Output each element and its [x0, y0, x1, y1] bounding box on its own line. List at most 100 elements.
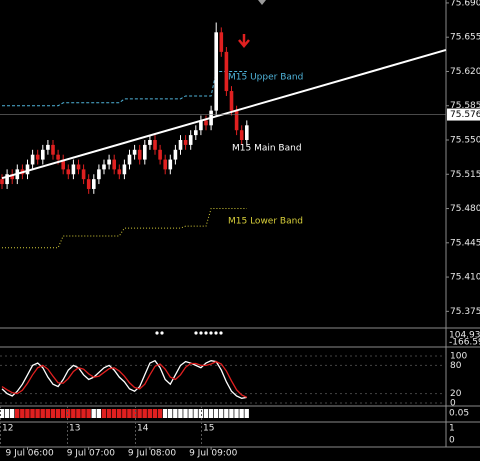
- stoch-line: [1, 359, 247, 399]
- candle-body: [81, 169, 86, 180]
- y-tick-label: 75.515: [450, 170, 480, 180]
- strip-block: [244, 409, 249, 418]
- down-arrow: [238, 34, 250, 48]
- current-price-label: 75.576: [450, 110, 480, 120]
- strip-block: [178, 409, 183, 418]
- trend-line: [1, 48, 447, 180]
- strip-block: [15, 409, 20, 418]
- y-tick-label: 75.620: [450, 67, 480, 77]
- strip-block: [76, 409, 81, 418]
- strip-block: [168, 409, 173, 418]
- strip-block: [173, 409, 178, 418]
- cci-dots: [155, 331, 223, 335]
- strip-block: [60, 409, 66, 418]
- x-tick-label: 9 Jul 07:00: [67, 449, 116, 459]
- candle-body: [219, 32, 224, 52]
- candle-body: [132, 149, 137, 155]
- band-label: M15 Lower Band: [228, 217, 303, 227]
- strip-block: [219, 409, 224, 418]
- candle-body: [229, 91, 234, 111]
- strip-block: [86, 409, 91, 418]
- stoch-line: [1, 360, 248, 398]
- current-price-box: [447, 108, 480, 121]
- candle-body: [112, 159, 116, 170]
- y-tick-label: 75.690: [450, 0, 480, 8]
- strip-block: [132, 409, 137, 418]
- candle-body: [148, 140, 152, 145]
- strip-block: [239, 409, 244, 418]
- candle-body: [97, 169, 101, 180]
- strip-block: [234, 409, 239, 418]
- strip-block: [96, 409, 101, 418]
- candle-body: [76, 164, 81, 170]
- y-tick-label: 75.655: [450, 33, 480, 43]
- strip-block: [193, 409, 198, 418]
- stoch-tick-label: 80: [450, 361, 462, 371]
- strip-block: [208, 409, 214, 418]
- strip-block: [142, 409, 147, 418]
- shift-marker: [258, 0, 266, 5]
- band-line: [2, 70, 247, 107]
- strip-block: [55, 409, 61, 418]
- strip-block: [30, 409, 35, 418]
- candle-body: [163, 159, 167, 170]
- candle-body: [224, 51, 229, 92]
- strip-block: [45, 409, 50, 418]
- day-label: 13: [69, 424, 80, 434]
- stoch-tick-label: 100: [450, 352, 467, 362]
- x-tick-label: 9 Jul 09:00: [189, 449, 238, 459]
- strip-block: [137, 409, 142, 418]
- strip-block: [127, 409, 132, 418]
- candle-body: [173, 149, 178, 160]
- strip-block: [203, 409, 209, 418]
- candle-body: [117, 169, 122, 175]
- candle-body: [71, 164, 76, 175]
- day-label: 15: [203, 424, 214, 434]
- candle-body: [56, 154, 60, 160]
- strip-block: [162, 409, 168, 418]
- strip-block: [81, 409, 86, 418]
- bottom-label: 1: [449, 424, 455, 434]
- candle-body: [122, 164, 127, 175]
- day-label: 12: [2, 424, 13, 434]
- strip-block: [91, 409, 96, 418]
- day-label: 14: [137, 424, 149, 434]
- strip-label: 0.05: [449, 409, 469, 419]
- candle-body: [107, 159, 111, 165]
- candle-body: [92, 179, 96, 189]
- strip-block: [147, 409, 152, 418]
- bottom-label: 0: [449, 436, 455, 446]
- strip-block: [20, 409, 25, 418]
- candle-body: [41, 149, 45, 160]
- strip-block: [50, 409, 56, 418]
- candle-body: [137, 149, 142, 160]
- candle-body: [158, 149, 162, 160]
- candle-body: [51, 144, 55, 155]
- strip-block: [71, 409, 76, 418]
- strip-block: [229, 409, 234, 418]
- strip-block: [66, 409, 71, 418]
- strip-block: [40, 409, 45, 418]
- candle-body: [188, 135, 193, 145]
- candle-body: [245, 125, 249, 141]
- strip-block: [117, 409, 122, 418]
- strip-block: [224, 409, 229, 418]
- candle-body: [86, 179, 91, 189]
- strip-block: [0, 409, 5, 418]
- y-tick-label: 75.585: [450, 101, 480, 111]
- y-tick-label: 75.375: [450, 307, 480, 317]
- strip-block: [198, 409, 203, 418]
- candle-body: [30, 154, 35, 165]
- stoch-tick-label: 20: [450, 389, 462, 399]
- band-line: [2, 208, 247, 249]
- strip-block: [9, 409, 15, 418]
- strip-block: [111, 409, 117, 418]
- candle-body: [199, 120, 203, 131]
- candle-body: [66, 169, 71, 175]
- candle-body: [204, 120, 208, 126]
- candle-body: [46, 144, 50, 150]
- candle-body: [239, 130, 244, 141]
- strip-block: [101, 409, 107, 418]
